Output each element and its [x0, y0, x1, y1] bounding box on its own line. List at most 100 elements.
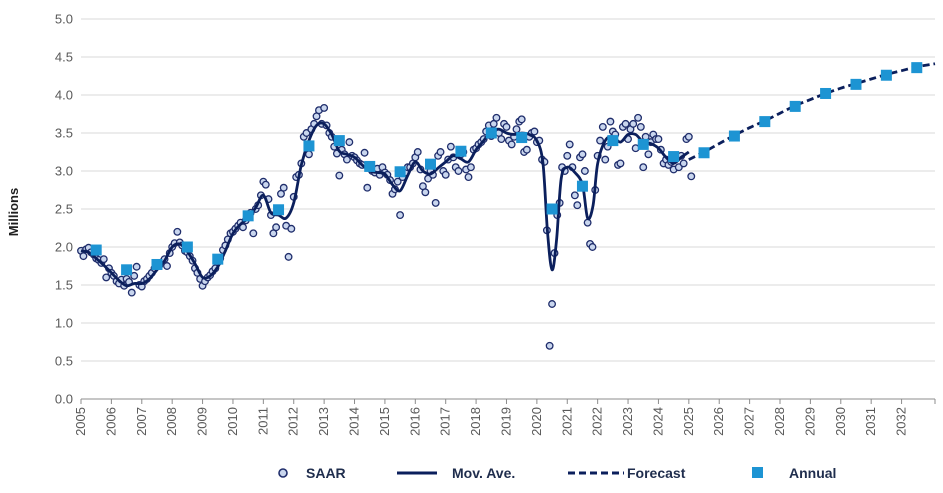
- legend-saar-label: SAAR: [306, 465, 346, 481]
- legend: SAAR Mov. Ave. Forecast Annual: [278, 465, 836, 481]
- saar-point: [431, 198, 440, 207]
- saar-point: [261, 180, 270, 189]
- saar-point: [396, 211, 405, 220]
- saar-point: [127, 288, 136, 297]
- saar-point: [173, 227, 182, 236]
- annual-point: [789, 100, 801, 112]
- x-tick-label: 2024: [650, 407, 665, 436]
- annual-point: [242, 210, 254, 222]
- saar-point: [342, 155, 351, 164]
- saar-point: [272, 223, 281, 232]
- annual-point: [546, 203, 558, 215]
- x-tick-label: 2014: [347, 407, 362, 436]
- y-axis-label: Millions: [6, 188, 21, 236]
- x-tick-label: 2022: [590, 407, 605, 436]
- series-forecast-line: [688, 62, 936, 161]
- saar-point: [393, 177, 402, 186]
- annual-point: [303, 140, 315, 152]
- annual-point: [668, 151, 680, 163]
- annual-point: [516, 132, 528, 144]
- plot-area: [77, 62, 936, 350]
- annual-point: [364, 160, 376, 172]
- saar-point: [363, 183, 372, 192]
- saar-point: [464, 173, 473, 182]
- annual-point: [485, 127, 497, 139]
- saar-point: [436, 148, 445, 156]
- saar-point: [583, 218, 592, 227]
- saar-point: [588, 243, 597, 251]
- saar-point: [517, 115, 526, 124]
- saar-point: [687, 172, 696, 181]
- series-saar: [77, 103, 696, 350]
- saar-point: [320, 103, 329, 112]
- saar-point: [335, 171, 344, 180]
- x-tick-label: 2008: [164, 407, 179, 436]
- annual-point: [273, 204, 285, 216]
- annual-point: [820, 87, 832, 99]
- saar-point: [530, 127, 539, 136]
- saar-point: [629, 119, 638, 128]
- x-tick-label: 2028: [772, 407, 787, 436]
- saar-point: [502, 122, 511, 131]
- y-tick-label: 2.0: [55, 240, 73, 255]
- annual-point: [333, 135, 345, 147]
- legend-forecast-label: Forecast: [627, 465, 686, 481]
- y-tick-label: 0.0: [55, 392, 73, 407]
- series-annual: [90, 62, 923, 276]
- saar-point: [565, 140, 574, 149]
- saar-point: [654, 135, 663, 144]
- saar-point: [249, 229, 258, 238]
- x-tick-label: 2031: [863, 407, 878, 436]
- saar-point: [573, 201, 582, 210]
- x-tick-label: 2021: [559, 407, 574, 436]
- annual-point: [698, 147, 710, 159]
- x-tick-label: 2019: [498, 407, 513, 436]
- saar-point: [287, 224, 296, 233]
- x-tick-label: 2017: [438, 407, 453, 436]
- saar-point: [512, 125, 521, 134]
- x-tick-label: 2013: [316, 407, 331, 436]
- x-tick-label: 2010: [225, 407, 240, 436]
- x-tick-label: 2011: [255, 407, 270, 435]
- saar-point: [413, 148, 422, 156]
- legend-saar-marker: [278, 468, 288, 478]
- saar-point: [601, 155, 610, 164]
- gridlines: [81, 18, 935, 362]
- saar-point: [132, 262, 141, 271]
- saar-point: [639, 163, 648, 172]
- y-tick-label: 3.5: [55, 126, 73, 141]
- saar-point: [99, 255, 108, 264]
- saar-point: [441, 170, 450, 179]
- annual-point: [911, 62, 923, 74]
- saar-point: [279, 183, 288, 192]
- y-tick-label: 1.0: [55, 316, 73, 331]
- x-axis: 2005 2006 2007 2008 2009 2010 2011 2012 2013 2014…: [73, 398, 936, 436]
- saar-point: [345, 138, 354, 147]
- saar-point: [466, 163, 475, 172]
- annual-point: [850, 78, 862, 90]
- legend-item-saar: SAAR: [278, 465, 346, 481]
- saar-point: [578, 150, 587, 159]
- saar-point: [102, 273, 111, 282]
- legend-annual-label: Annual: [789, 465, 836, 481]
- saar-point: [580, 167, 589, 175]
- y-tick-label: 2.5: [55, 202, 73, 217]
- x-tick-label: 2009: [195, 407, 210, 436]
- legend-annual-marker: [752, 467, 763, 478]
- annual-point: [181, 241, 193, 253]
- x-tick-label: 2018: [468, 407, 483, 436]
- annual-point: [212, 253, 224, 265]
- saar-point: [545, 341, 554, 350]
- annual-point: [880, 69, 892, 81]
- legend-item-annual: Annual: [752, 465, 836, 481]
- x-tick-label: 2006: [103, 407, 118, 436]
- annual-point: [637, 138, 649, 150]
- saar-point: [163, 262, 171, 270]
- saar-point: [570, 191, 579, 200]
- x-tick-label: 2030: [833, 407, 848, 436]
- annual-point: [151, 258, 163, 270]
- x-tick-label: 2012: [286, 407, 301, 436]
- saar-point: [507, 140, 516, 149]
- saar-point: [679, 159, 688, 168]
